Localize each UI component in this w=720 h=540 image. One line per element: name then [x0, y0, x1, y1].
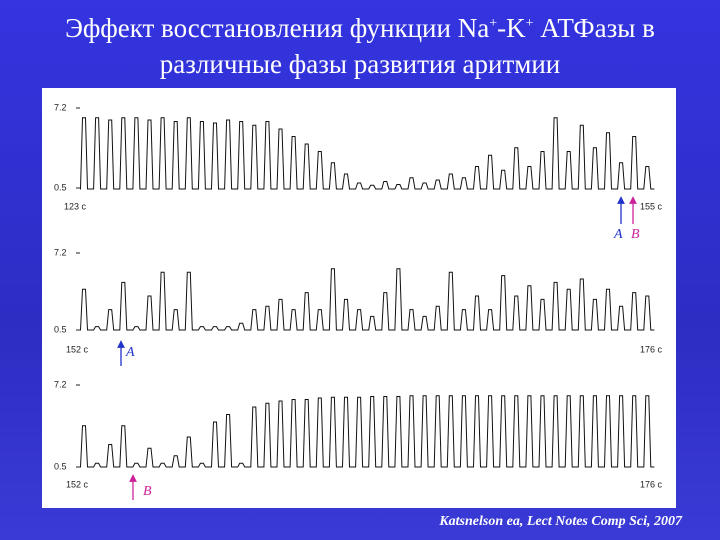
- y-top-label: 7.2: [54, 102, 67, 112]
- title-sup: +: [489, 16, 498, 31]
- end-label: 176 c: [640, 344, 663, 354]
- figure-panel: [42, 88, 676, 508]
- marker-label: B: [143, 484, 152, 499]
- citation: Katsnelson ea, Lect Notes Comp Sci, 2007: [439, 514, 682, 529]
- title-part: -K: [497, 13, 526, 43]
- y-top-label: 7.2: [54, 247, 67, 257]
- y-bottom-label: 0.5: [54, 182, 67, 192]
- start-label: 152 c: [66, 479, 89, 489]
- title-part: АТФазы в: [533, 13, 655, 43]
- marker-label: A: [125, 345, 135, 360]
- trace: [80, 117, 655, 190]
- end-label: 176 c: [640, 479, 663, 489]
- trace: [80, 395, 655, 468]
- y-top-label: 7.2: [54, 379, 67, 389]
- title-part: Эффект восстановления функции Na: [65, 13, 490, 43]
- title: Эффект восстановления функции Na+-K+ АТФ…: [0, 6, 720, 82]
- traces: [80, 117, 655, 468]
- title-line: различные фазы развития аритмии: [159, 49, 561, 79]
- marker-label: A: [613, 227, 623, 242]
- title-sup: +: [525, 16, 534, 31]
- y-bottom-label: 0.5: [54, 324, 67, 334]
- trace: [80, 268, 655, 331]
- start-label: 152 c: [66, 344, 89, 354]
- marker-label: B: [631, 227, 640, 242]
- y-bottom-label: 0.5: [54, 461, 67, 471]
- end-label: 155 c: [640, 201, 663, 211]
- start-label: 123 c: [64, 201, 87, 211]
